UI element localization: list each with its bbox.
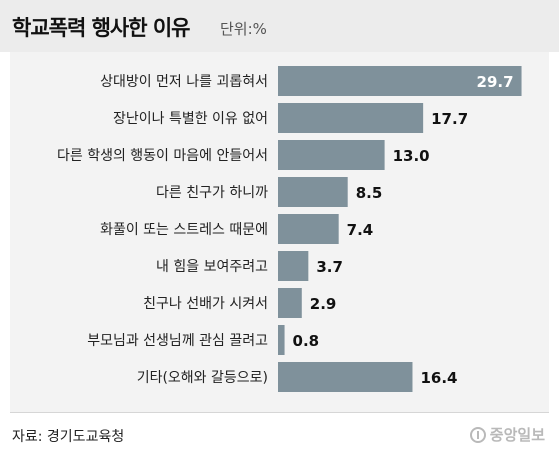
chart-title: 학교폭력 행사한 이유 xyxy=(12,16,191,40)
bar-chart: 상대방이 먼저 나를 괴롭혀서 29.7 장난이나 특별한 이유 없어 17.7 다른 … xyxy=(57,66,522,392)
value-label: 7.4 xyxy=(347,221,374,239)
bar xyxy=(278,66,522,96)
value-label: 17.7 xyxy=(431,110,468,128)
category-label: 내 힘을 보여주려고 xyxy=(156,259,268,275)
category-label: 다른 학생의 행동이 마음에 안들어서 xyxy=(57,148,268,164)
bar xyxy=(278,288,302,318)
source-note: 자료: 경기도교육청 xyxy=(12,429,125,445)
value-label: 8.5 xyxy=(356,184,383,202)
category-label: 기타(오해와 갈등으로) xyxy=(137,370,268,386)
value-label: 2.9 xyxy=(310,295,337,313)
bar xyxy=(278,325,285,355)
bar xyxy=(278,214,339,244)
logo-text: 중앙일보 xyxy=(489,426,545,444)
value-label: 13.0 xyxy=(393,147,430,165)
bar xyxy=(278,177,348,207)
unit-label: 단위:% xyxy=(220,20,267,38)
value-label: 3.7 xyxy=(316,258,343,276)
value-label: 16.4 xyxy=(420,369,457,387)
header: 학교폭력 행사한 이유 단위:% xyxy=(0,0,559,52)
category-label: 다른 친구가 하니까 xyxy=(156,185,268,201)
bar xyxy=(278,251,309,281)
category-label: 친구나 선배가 시켜서 xyxy=(143,296,268,312)
logo-icon xyxy=(469,426,486,443)
chart-panel: 상대방이 먼저 나를 괴롭혀서 29.7 장난이나 특별한 이유 없어 17.7 다른 … xyxy=(10,52,549,413)
category-label: 장난이나 특별한 이유 없어 xyxy=(113,111,268,127)
category-label: 부모님과 선생님께 관심 끌려고 xyxy=(87,333,268,349)
bar xyxy=(278,140,385,170)
value-label: 0.8 xyxy=(293,332,320,350)
bar xyxy=(278,103,424,133)
category-label: 화풀이 또는 스트레스 때문에 xyxy=(100,222,268,238)
bar xyxy=(278,362,413,392)
publisher-logo: 중앙일보 xyxy=(469,424,545,445)
value-label: 29.7 xyxy=(477,73,514,91)
category-label: 상대방이 먼저 나를 괴롭혀서 xyxy=(100,74,268,90)
